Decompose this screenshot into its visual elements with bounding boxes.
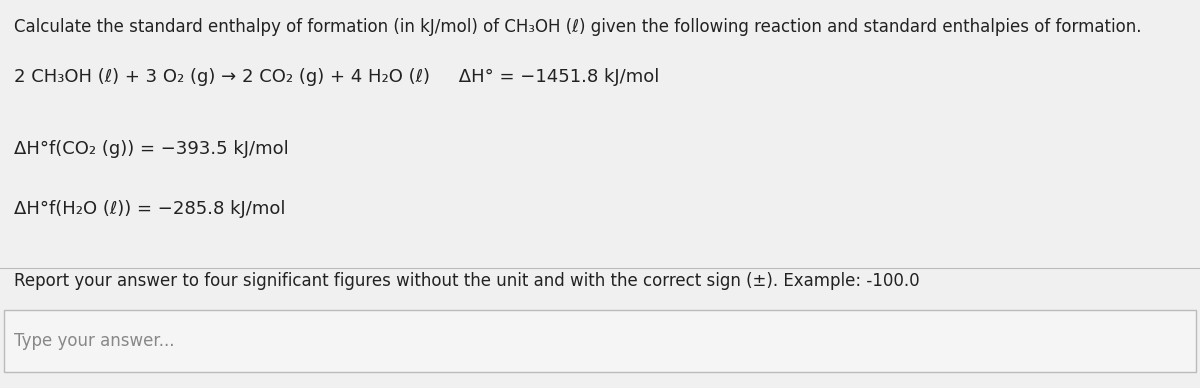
FancyBboxPatch shape [4,310,1196,372]
Text: Report your answer to four significant figures without the unit and with the cor: Report your answer to four significant f… [14,272,919,290]
Text: ΔH°f(H₂O (ℓ)) = −285.8 kJ/mol: ΔH°f(H₂O (ℓ)) = −285.8 kJ/mol [14,200,286,218]
Text: 2 CH₃OH (ℓ) + 3 O₂ (g) → 2 CO₂ (g) + 4 H₂O (ℓ)     ΔH° = −1451.8 kJ/mol: 2 CH₃OH (ℓ) + 3 O₂ (g) → 2 CO₂ (g) + 4 H… [14,68,659,86]
Text: ΔH°f(CO₂ (g)) = −393.5 kJ/mol: ΔH°f(CO₂ (g)) = −393.5 kJ/mol [14,140,289,158]
Text: Calculate the standard enthalpy of formation (in kJ/mol) of CH₃OH (ℓ) given the : Calculate the standard enthalpy of forma… [14,18,1141,36]
Text: Type your answer...: Type your answer... [14,332,174,350]
